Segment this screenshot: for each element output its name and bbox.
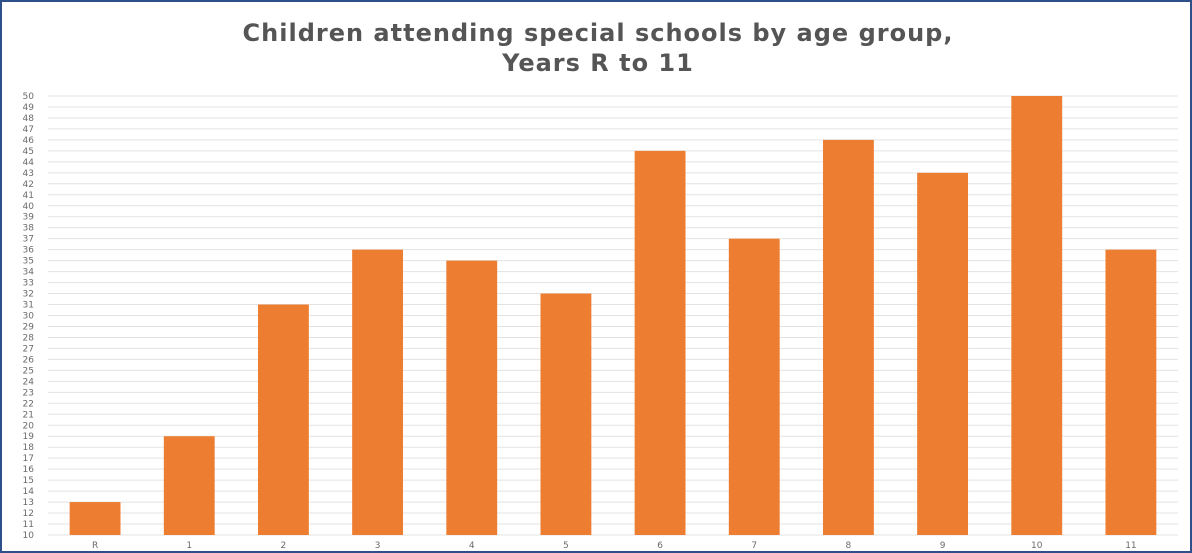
y-tick-label: 47 — [23, 125, 34, 135]
bar-11 — [1105, 249, 1157, 535]
y-tick-label: 37 — [23, 235, 34, 245]
bar-2 — [257, 304, 309, 535]
x-tick-label: 7 — [751, 541, 757, 551]
y-tick-label: 42 — [23, 180, 34, 190]
y-tick-label: 15 — [23, 476, 34, 486]
x-tick-label: 8 — [846, 541, 852, 551]
x-tick-label: 10 — [1031, 541, 1043, 551]
y-tick-label: 40 — [23, 202, 35, 212]
x-tick-label: 3 — [375, 541, 381, 551]
bar-6 — [634, 150, 686, 535]
y-tick-label: 12 — [23, 509, 34, 519]
y-tick-label: 32 — [23, 290, 34, 300]
y-tick-label: 25 — [23, 366, 34, 376]
y-tick-label: 48 — [23, 114, 35, 124]
y-tick-label: 27 — [23, 344, 34, 354]
x-tick-label: 5 — [563, 541, 569, 551]
bar-R — [69, 502, 121, 535]
x-tick-label: 1 — [186, 541, 192, 551]
y-tick-label: 10 — [23, 531, 35, 541]
y-tick-label: 17 — [23, 454, 34, 464]
bar-7 — [728, 238, 780, 536]
y-tick-label: 44 — [23, 158, 35, 168]
y-tick-label: 43 — [23, 169, 34, 179]
y-tick-label: 39 — [23, 213, 35, 223]
y-tick-label: 26 — [23, 355, 35, 365]
y-tick-label: 19 — [23, 432, 35, 442]
y-tick-label: 14 — [23, 487, 35, 497]
y-tick-label: 24 — [23, 377, 35, 387]
y-tick-label: 34 — [23, 268, 35, 278]
y-tick-label: 13 — [23, 498, 34, 508]
y-tick-label: 36 — [23, 246, 35, 256]
y-tick-label: 23 — [23, 388, 34, 398]
grid-lines — [48, 95, 1178, 536]
x-tick-label: 11 — [1125, 541, 1136, 551]
bar-9 — [917, 172, 969, 535]
y-tick-label: 29 — [23, 322, 35, 332]
bar-10 — [1011, 96, 1063, 535]
y-tick-label: 21 — [23, 410, 34, 420]
x-tick-label: 6 — [657, 541, 663, 551]
y-axis-ticks: 1011121314151617181920212223242526272829… — [23, 92, 35, 541]
bar-3 — [352, 249, 404, 535]
y-tick-label: 33 — [23, 279, 34, 289]
bars — [69, 96, 1157, 536]
y-tick-label: 22 — [23, 399, 34, 409]
y-tick-label: 46 — [23, 136, 35, 146]
bar-8 — [822, 139, 874, 535]
chart-title: Children attending special schools by ag… — [2, 18, 1192, 78]
y-tick-label: 28 — [23, 333, 35, 343]
y-tick-label: 20 — [23, 421, 35, 431]
y-tick-label: 30 — [23, 312, 35, 322]
y-tick-label: 31 — [23, 301, 34, 311]
y-tick-label: 38 — [23, 224, 35, 234]
y-tick-label: 41 — [23, 191, 34, 201]
y-tick-label: 45 — [23, 147, 34, 157]
chart-title-line-2: Years R to 11 — [502, 49, 694, 77]
x-axis-ticks: R 1 2 3 4 5 6 7 8 9 10 11 — [92, 541, 1137, 551]
y-tick-label: 49 — [23, 103, 35, 113]
y-tick-label: 18 — [23, 443, 35, 453]
x-tick-label: R — [92, 541, 98, 551]
x-tick-label: 4 — [469, 541, 475, 551]
y-tick-label: 35 — [23, 257, 34, 267]
x-tick-label: 9 — [940, 541, 946, 551]
bar-1 — [163, 436, 215, 535]
y-tick-label: 16 — [23, 465, 35, 475]
y-tick-label: 11 — [23, 520, 34, 530]
chart-title-line-1: Children attending special schools by ag… — [242, 19, 954, 47]
bar-4 — [446, 260, 498, 535]
y-tick-label: 50 — [23, 92, 35, 102]
bar-5 — [540, 293, 592, 535]
x-tick-label: 2 — [281, 541, 287, 551]
